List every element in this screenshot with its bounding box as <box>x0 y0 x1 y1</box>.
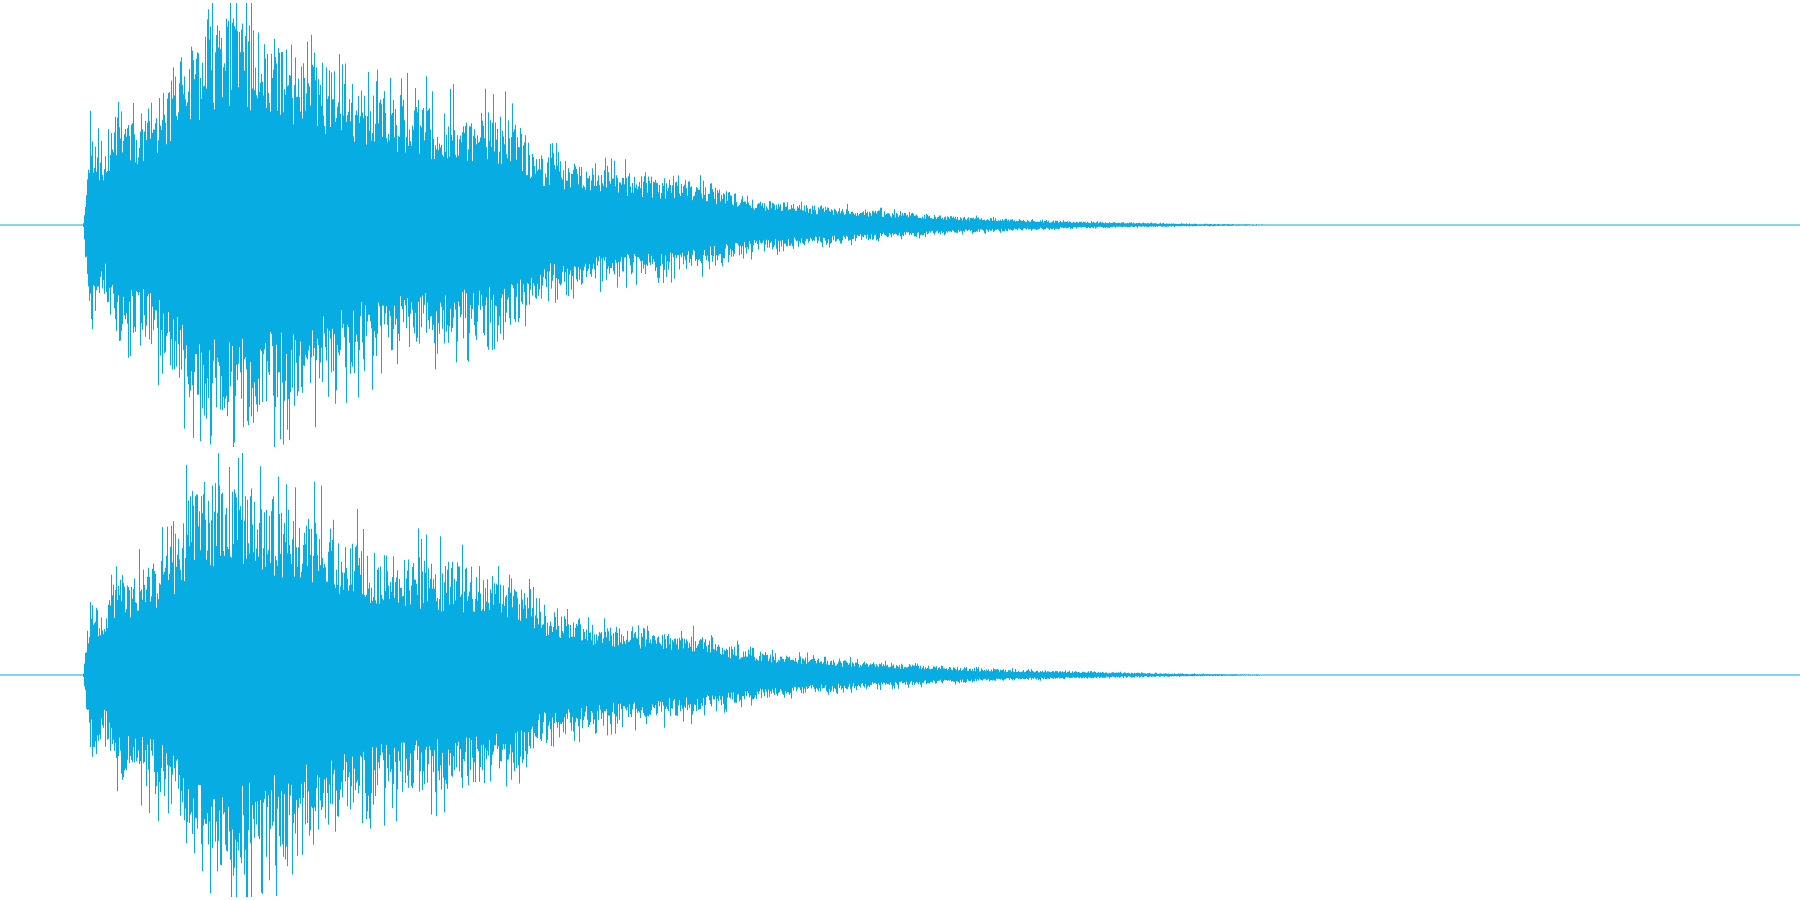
waveform-left-peaks-spikes <box>85 3 1273 447</box>
waveform-left-peaks-upper <box>83 18 1277 225</box>
waveform-right-svg <box>0 453 1800 897</box>
waveform-right-peaks-spikes <box>92 453 1271 897</box>
waveform-left-svg <box>0 3 1800 447</box>
waveform-left-peaks-lower <box>83 225 1277 429</box>
waveform-channel-left <box>0 3 1800 447</box>
waveform-right-peaks <box>83 453 1277 897</box>
waveform-right-peaks-lower <box>83 675 1276 876</box>
waveform-right-peaks-upper <box>83 481 1277 675</box>
waveform-left-peaks <box>83 3 1277 447</box>
waveform-channel-right <box>0 450 1800 900</box>
